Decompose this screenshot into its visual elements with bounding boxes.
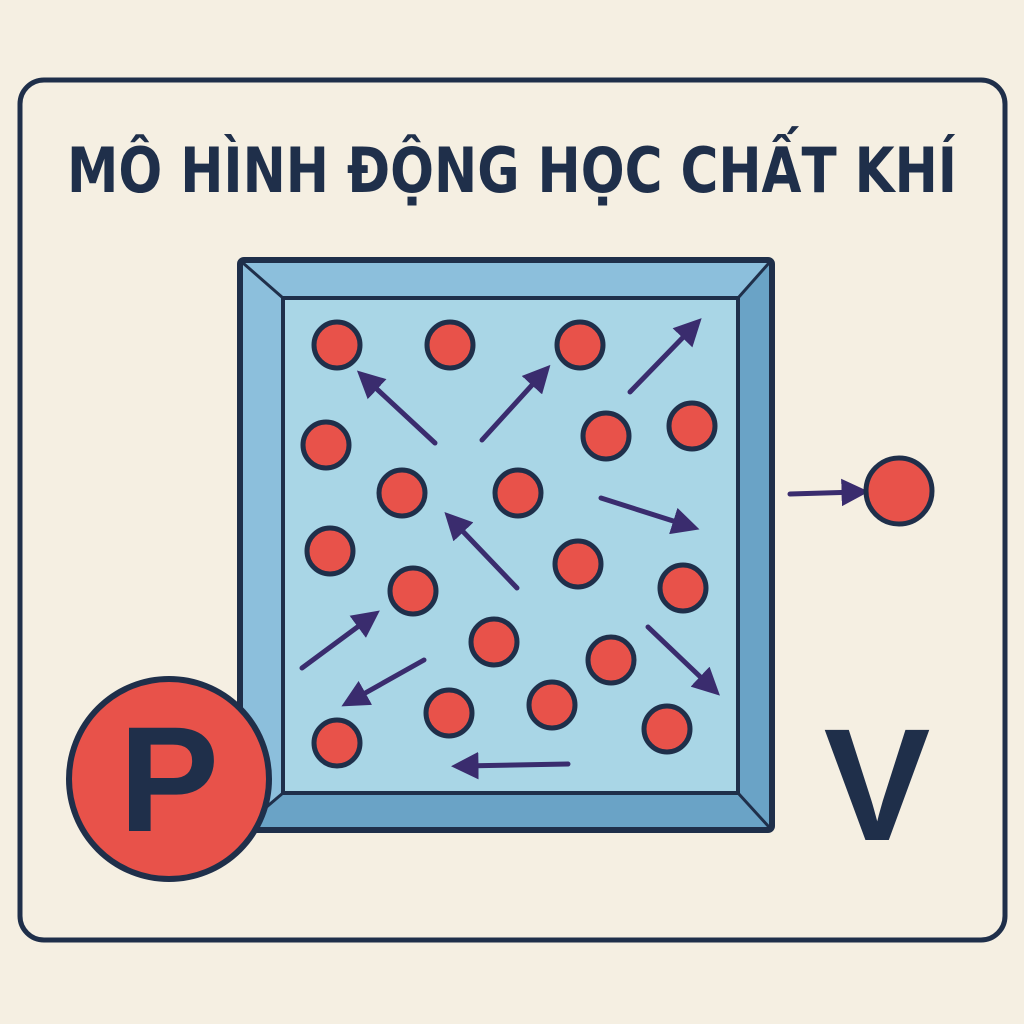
container-wall-bevel-right [738, 263, 769, 827]
volume-label: V [824, 695, 931, 874]
motion-arrow [645, 624, 720, 696]
gas-particle [423, 687, 475, 739]
container-edge-tr [736, 262, 771, 299]
gas-particle [300, 419, 352, 471]
diagram-title: MÔ HÌNH ĐỘNG HỌC CHẤT KHÍ [67, 126, 957, 207]
motion-arrows [299, 318, 869, 780]
motion-arrow [627, 318, 702, 395]
pressure-label: P [119, 695, 219, 863]
motion-arrow-escaping [787, 478, 869, 507]
gas-particle [580, 410, 632, 462]
gas-particle [311, 717, 363, 769]
container-wall-bevel-bottom [243, 793, 769, 827]
gas-particle [304, 525, 356, 577]
motion-arrow [598, 495, 700, 535]
motion-arrow [341, 657, 427, 707]
gas-particle [554, 319, 606, 371]
escaping-particle [863, 455, 935, 527]
gas-particle [468, 616, 520, 668]
gas-particle [657, 562, 709, 614]
motion-arrow [444, 512, 520, 591]
gas-particle [492, 467, 544, 519]
gas-particle [526, 679, 578, 731]
gas-particle [387, 565, 439, 617]
container-wall-bevel-top [243, 263, 769, 298]
pressure-badge: P [66, 676, 272, 882]
motion-arrow [356, 370, 438, 446]
gas-particle [311, 319, 363, 371]
gas-particle [585, 634, 637, 686]
gas-particle [552, 538, 604, 590]
motion-arrow [299, 610, 380, 671]
container-edge-br [736, 791, 771, 829]
gas-particle [376, 467, 428, 519]
gas-particles [300, 319, 718, 769]
gas-particle [641, 703, 693, 755]
container-wall-bevel-left [243, 263, 283, 827]
gas-particle [424, 319, 476, 371]
gas-particle [666, 400, 718, 452]
motion-arrow [479, 364, 551, 443]
outer-frame [17, 77, 1008, 943]
motion-arrow [451, 751, 571, 780]
container-edge-tl [242, 261, 284, 300]
pressure-badge-circle [66, 676, 272, 882]
